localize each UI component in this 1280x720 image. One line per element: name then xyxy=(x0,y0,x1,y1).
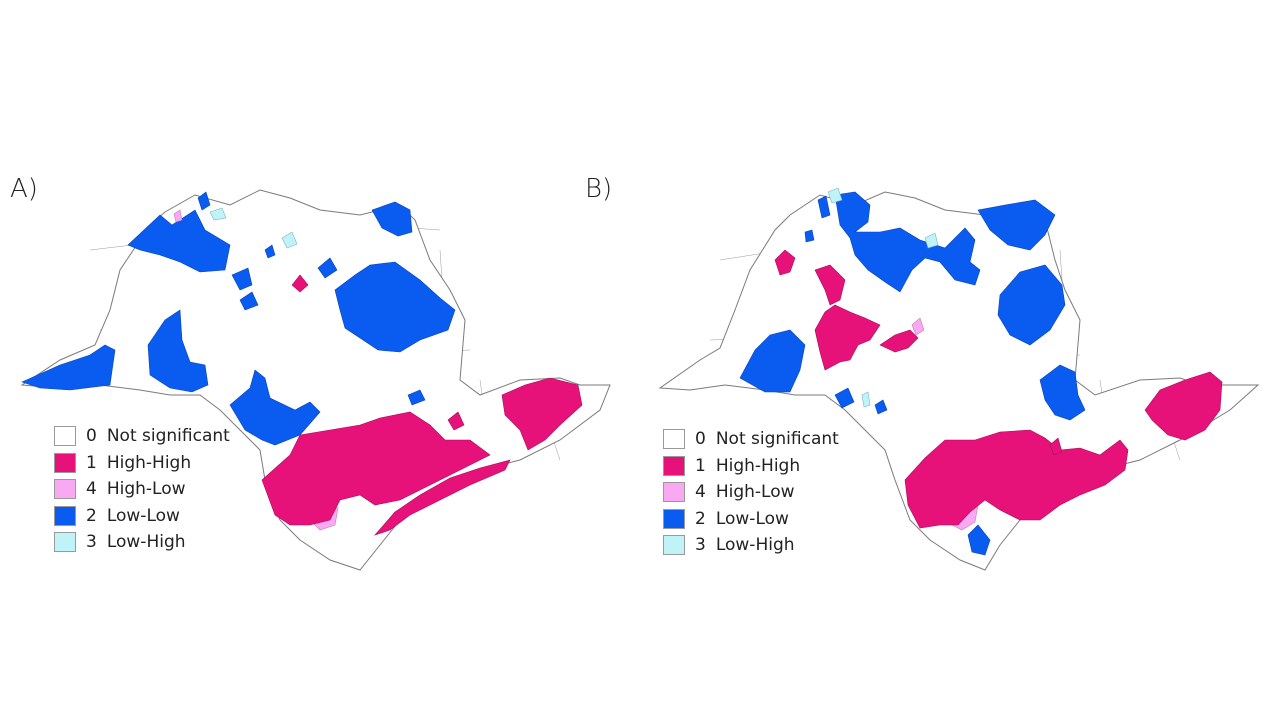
map-a-high-high-east xyxy=(501,377,583,451)
map-a-low-low-center-south xyxy=(229,369,321,446)
legend-label: Not significant xyxy=(715,429,839,450)
legend-label: Low-High xyxy=(106,532,186,553)
map-a-low-low-northeast-small xyxy=(371,201,413,237)
legend-b: 0 Not significant 1 High-High 4 High-Low… xyxy=(663,426,839,559)
legend-item-low-high: 3 Low-High xyxy=(54,529,230,556)
panel-a-label: A) xyxy=(10,174,38,204)
map-a-low-low-north-spot3 xyxy=(264,244,276,259)
map-b-low-low-south-small xyxy=(874,399,888,415)
legend-swatch-low-low xyxy=(54,505,76,526)
map-a-low-low-northwest xyxy=(127,209,231,273)
map-b-low-high-central xyxy=(861,391,871,408)
legend-swatch-low-high xyxy=(663,535,685,556)
map-b-low-low-southeast xyxy=(1039,364,1086,421)
map-b-high-high-south-large xyxy=(904,429,1129,529)
legend-label: High-High xyxy=(106,452,192,473)
map-a-low-high-regions xyxy=(209,207,298,249)
legend-code: 3 xyxy=(86,532,97,553)
legend-item-low-low: 2 Low-Low xyxy=(54,503,230,530)
map-b-low-low-central-small xyxy=(834,387,855,409)
legend-item-high-low: 4 High-Low xyxy=(663,479,839,506)
map-b-high-high-regions xyxy=(774,249,1223,529)
map-a-high-high-coast xyxy=(374,459,511,536)
legend-label: Low-High xyxy=(715,535,795,556)
legend-swatch-high-low xyxy=(663,482,685,503)
map-b-high-high-central-north xyxy=(814,264,846,306)
map-a-low-low-north-spot5 xyxy=(239,291,259,311)
map-b-high-high-central-east xyxy=(879,329,919,353)
map-a-low-low-east-spot xyxy=(407,389,426,406)
legend-item-high-high: 1 High-High xyxy=(663,453,839,480)
map-a-low-low-west-central xyxy=(147,309,209,393)
map-a-low-high-north1 xyxy=(209,207,227,221)
map-a-low-low-west xyxy=(21,344,116,391)
panel-b-label: B) xyxy=(585,174,613,204)
map-b-high-low-central xyxy=(911,317,925,336)
map-a-low-high-north2 xyxy=(281,231,298,249)
map-a-high-high-north-spot xyxy=(291,274,309,293)
legend-item-high-high: 1 High-High xyxy=(54,450,230,477)
legend-label: High-Low xyxy=(715,482,795,503)
legend-code: 4 xyxy=(86,479,97,500)
legend-label: High-High xyxy=(715,455,801,476)
legend-item-low-high: 3 Low-High xyxy=(663,532,839,559)
legend-swatch-low-high xyxy=(54,532,76,553)
map-a-high-high-east-small xyxy=(447,411,465,431)
legend-item-not-significant: 0 Not significant xyxy=(54,423,230,450)
legend-label: Low-Low xyxy=(715,508,789,529)
legend-code: 2 xyxy=(86,505,97,526)
map-b-low-low-northeast xyxy=(977,199,1056,251)
map-b-low-high-regions xyxy=(827,187,939,408)
map-a-high-high-regions xyxy=(261,274,583,536)
map-b-low-low-north-cluster xyxy=(834,191,981,293)
legend-swatch-not-significant xyxy=(663,429,685,450)
map-b-high-high-central xyxy=(814,304,881,371)
map-b-high-high-east-small xyxy=(1049,437,1063,456)
map-a-low-low-north-spot1 xyxy=(317,257,338,279)
legend-label: Not significant xyxy=(106,426,230,447)
legend-code: 4 xyxy=(695,482,706,503)
legend-code: 1 xyxy=(86,452,97,473)
legend-item-not-significant: 0 Not significant xyxy=(663,426,839,453)
map-a-high-high-south-large xyxy=(261,411,491,526)
map-b-high-high-west-spot xyxy=(774,249,796,276)
legend-item-high-low: 4 High-Low xyxy=(54,476,230,503)
map-b-low-low-south-tip xyxy=(967,524,991,556)
map-a-low-low-north-spot2 xyxy=(231,267,253,291)
legend-swatch-not-significant xyxy=(54,426,76,447)
map-b-low-low-regions xyxy=(739,191,1086,556)
legend-swatch-low-low xyxy=(663,508,685,529)
map-b-low-low-east xyxy=(997,264,1066,346)
legend-code: 1 xyxy=(695,455,706,476)
map-b-low-low-north-small1 xyxy=(817,195,831,219)
legend-swatch-high-low xyxy=(54,479,76,500)
map-a-low-low-regions xyxy=(21,191,456,446)
legend-a: 0 Not significant 1 High-High 4 High-Low… xyxy=(54,423,230,556)
map-b-low-high-north2 xyxy=(924,232,939,249)
legend-code: 0 xyxy=(695,429,706,450)
map-a-high-low-north xyxy=(173,209,183,223)
map-b-high-high-east xyxy=(1144,371,1223,441)
map-b-low-low-north-small2 xyxy=(804,229,815,243)
legend-code: 2 xyxy=(695,508,706,529)
legend-code: 0 xyxy=(86,426,97,447)
legend-swatch-high-high xyxy=(663,455,685,476)
map-b-low-low-west xyxy=(739,329,806,393)
map-b-low-high-north1 xyxy=(827,187,843,204)
legend-code: 3 xyxy=(695,535,706,556)
legend-label: High-Low xyxy=(106,479,186,500)
legend-label: Low-Low xyxy=(106,505,180,526)
legend-swatch-high-high xyxy=(54,452,76,473)
map-a-low-low-northeast-large xyxy=(334,261,456,353)
legend-item-low-low: 2 Low-Low xyxy=(663,506,839,533)
map-a-low-low-north-spot4 xyxy=(197,191,211,211)
